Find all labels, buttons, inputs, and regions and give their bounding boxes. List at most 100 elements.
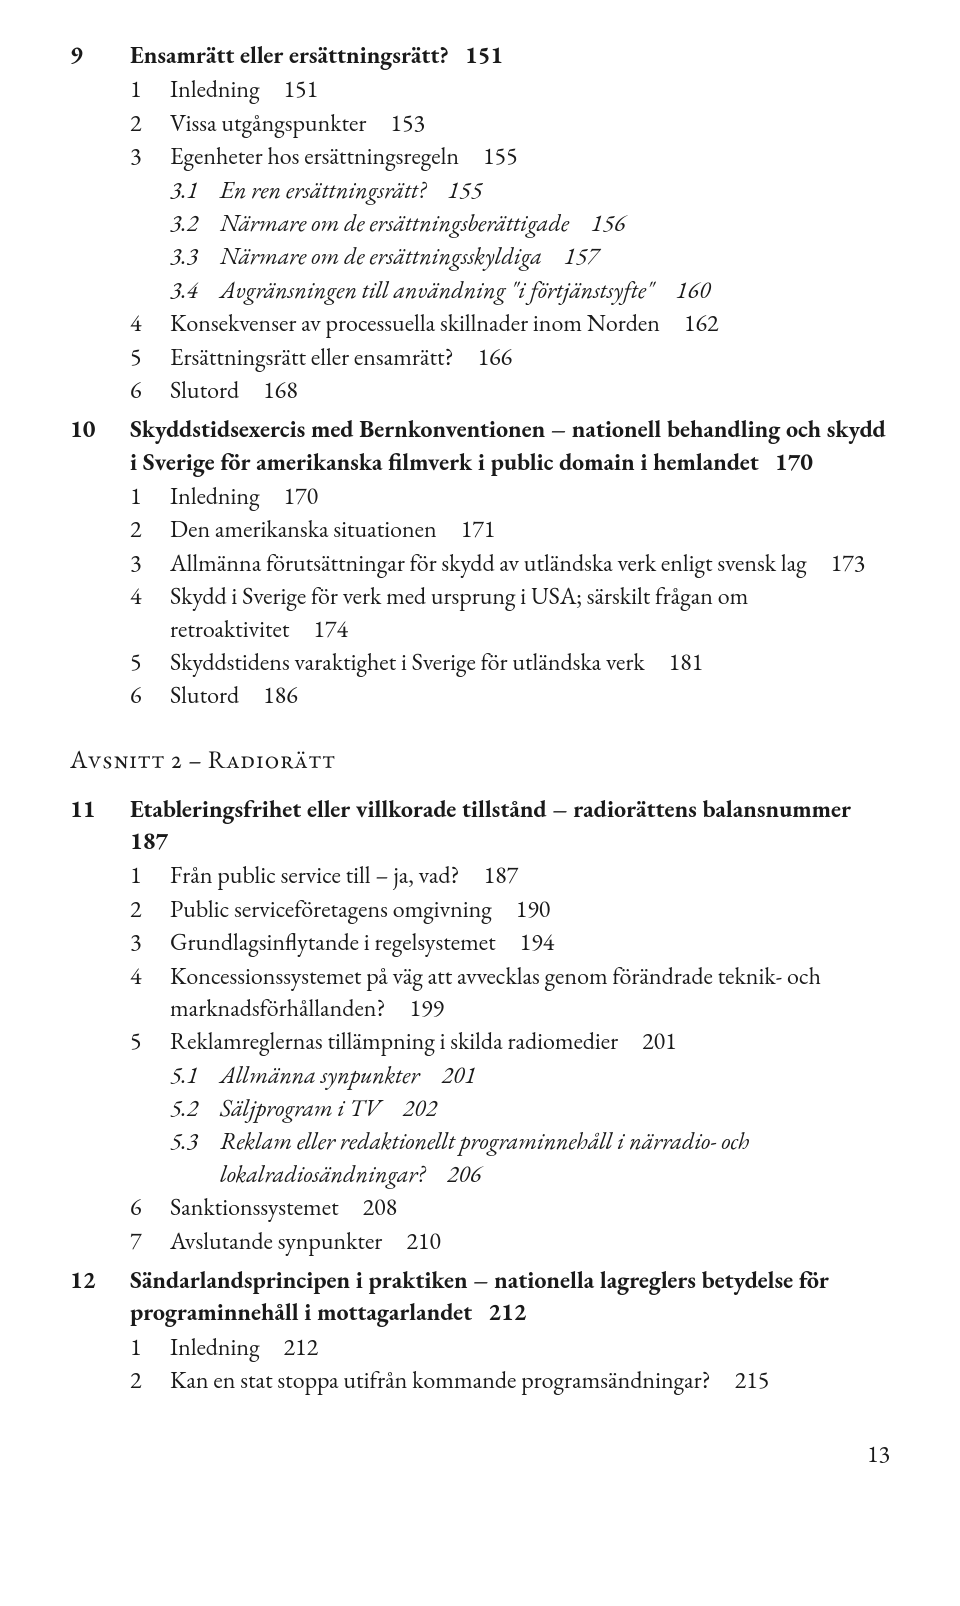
subsub-text: Allmänna synpunkter: [220, 1060, 420, 1091]
chapter-title: Ensamrätt eller ersättningsrätt? 151: [130, 40, 890, 72]
sub-entry: 2Kan en stat stoppa utifrån kommande pro…: [130, 1365, 890, 1397]
sub-entry: 6Sanktionssystemet 208: [130, 1192, 890, 1224]
sub-entry: 3Grundlagsinflytande i regelsystemet 194: [130, 927, 890, 959]
sub-entry: 5Reklamreglernas tillämpning i skilda ra…: [130, 1026, 890, 1058]
chapter-body: Sändarlandsprincipen i praktiken – natio…: [130, 1265, 890, 1399]
sub-body: Vissa utgångspunkter 153: [170, 108, 890, 140]
sub-number: 7: [130, 1226, 170, 1258]
sub-body: Slutord 186: [170, 680, 890, 712]
subsub-entry: 3.3Närmare om de ersättningsskyldiga 157: [130, 241, 890, 273]
subsub-number: 5.2: [170, 1093, 220, 1125]
sub-number: 3: [130, 141, 170, 173]
sub-number: 2: [130, 108, 170, 140]
subsub-page: 201: [441, 1060, 476, 1091]
sub-text: Public serviceföretagens omgivning: [170, 894, 492, 925]
sub-body: Skyddstidens varaktighet i Sverige för u…: [170, 647, 890, 679]
sub-number: 6: [130, 1192, 170, 1224]
sub-text: Den amerikanska situationen: [170, 514, 437, 545]
sub-page: 162: [684, 308, 719, 339]
sub-text: Slutord: [170, 375, 239, 406]
sub-text: Reklamreglernas tillämpning i skilda rad…: [170, 1026, 618, 1057]
sub-text: Konsekvenser av processuella skillnader …: [170, 308, 660, 339]
chapter: 10Skyddstidsexercis med Bernkonventionen…: [70, 414, 890, 714]
sub-number: 6: [130, 375, 170, 407]
sub-page: 190: [516, 894, 551, 925]
sub-entry: 3Egenheter hos ersättningsregeln 155: [130, 141, 890, 173]
sub-number: 1: [130, 481, 170, 513]
sub-entry: 5Ersättningsrätt eller ensamrätt? 166: [130, 342, 890, 374]
subsub-text: En ren ersättningsrätt?: [220, 175, 426, 206]
subsub-body: Allmänna synpunkter 201: [220, 1060, 890, 1092]
sub-text: Inledning: [170, 74, 260, 105]
sub-number: 4: [130, 581, 170, 646]
sub-text: Sanktionssystemet: [170, 1192, 339, 1223]
chapter-number: 9: [70, 40, 130, 408]
chapter: 9Ensamrätt eller ersättningsrätt? 1511In…: [70, 40, 890, 408]
chapter-body: Skyddstidsexercis med Bernkonventionen –…: [130, 414, 890, 714]
chapter-title: Etableringsfrihet eller villkorade tills…: [130, 794, 890, 859]
sub-page: 187: [484, 860, 519, 891]
sub-entry: 4Koncessionssystemet på väg att avveckla…: [130, 961, 890, 1026]
sub-body: Inledning 170: [170, 481, 890, 513]
sub-page: 186: [263, 680, 298, 711]
sub-entry: 1Inledning 170: [130, 481, 890, 513]
sub-page: 212: [284, 1332, 319, 1363]
subsub-number: 3.1: [170, 175, 220, 207]
sub-number: 4: [130, 961, 170, 1026]
sub-text: Egenheter hos ersättningsregeln: [170, 141, 459, 172]
subsub-number: 3.4: [170, 275, 220, 307]
chapter: 11Etableringsfrihet eller villkorade til…: [70, 794, 890, 1259]
sub-page: 201: [642, 1026, 677, 1057]
sub-page: 181: [669, 647, 704, 678]
sub-number: 1: [130, 860, 170, 892]
chapter-number: 12: [70, 1265, 130, 1399]
sub-number: 6: [130, 680, 170, 712]
sub-text: Skydd i Sverige för verk med ursprung i …: [170, 581, 748, 644]
sub-entry: 2Vissa utgångspunkter 153: [130, 108, 890, 140]
page-number: 13: [70, 1439, 890, 1471]
subsub-entry: 5.2Säljprogram i TV 202: [130, 1093, 890, 1125]
sub-page: 208: [363, 1192, 398, 1223]
sub-entry: 1Inledning 212: [130, 1332, 890, 1364]
chapter-page: 187: [130, 826, 168, 857]
sub-number: 4: [130, 308, 170, 340]
sub-number: 3: [130, 927, 170, 959]
subsub-page: 157: [564, 241, 599, 272]
subsub-body: Säljprogram i TV 202: [220, 1093, 890, 1125]
sub-text: Ersättningsrätt eller ensamrätt?: [170, 342, 454, 373]
subsub-text: Närmare om de ersättningsskyldiga: [220, 241, 542, 272]
sub-body: Koncessionssystemet på väg att avvecklas…: [170, 961, 890, 1026]
subsub-page: 155: [448, 175, 483, 206]
chapter-page: 212: [488, 1297, 526, 1328]
subsub-body: Närmare om de ersättningsberättigade 156: [220, 208, 890, 240]
sub-body: Allmänna förutsättningar för skydd av ut…: [170, 548, 890, 580]
sub-text: Allmänna förutsättningar för skydd av ut…: [170, 548, 807, 579]
subsub-body: Närmare om de ersättningsskyldiga 157: [220, 241, 890, 273]
section-heading: Avsnitt 2 – Radiorätt: [70, 744, 890, 778]
sub-number: 2: [130, 894, 170, 926]
sub-page: 168: [263, 375, 298, 406]
sub-entry: 1Inledning 151: [130, 74, 890, 106]
chapter-body: Ensamrätt eller ersättningsrätt? 1511Inl…: [130, 40, 890, 408]
subsub-text: Reklam eller redaktionellt programinnehå…: [220, 1126, 749, 1189]
sub-list: 1Från public service till – ja, vad? 187…: [130, 860, 890, 1258]
sub-text: Slutord: [170, 680, 239, 711]
subsub-body: En ren ersättningsrätt? 155: [220, 175, 890, 207]
sub-number: 3: [130, 548, 170, 580]
sub-body: Den amerikanska situationen 171: [170, 514, 890, 546]
sub-page: 171: [461, 514, 496, 545]
sub-text: Inledning: [170, 481, 260, 512]
sub-text: Grundlagsinflytande i regelsystemet: [170, 927, 496, 958]
sub-body: Slutord 168: [170, 375, 890, 407]
sub-text: Koncessionssystemet på väg att avvecklas…: [170, 961, 821, 1024]
subsub-entry: 3.4Avgränsningen till användning "i fört…: [130, 275, 890, 307]
sub-text: Kan en stat stoppa utifrån kommande prog…: [170, 1365, 711, 1396]
sub-page: 199: [410, 993, 445, 1024]
sub-number: 5: [130, 342, 170, 374]
sub-number: 2: [130, 514, 170, 546]
chapter-body: Etableringsfrihet eller villkorade tills…: [130, 794, 890, 1259]
sub-page: 166: [478, 342, 513, 373]
subsub-body: Avgränsningen till användning "i förtjän…: [220, 275, 890, 307]
sub-number: 5: [130, 1026, 170, 1058]
sub-text: Vissa utgångspunkter: [170, 108, 366, 139]
